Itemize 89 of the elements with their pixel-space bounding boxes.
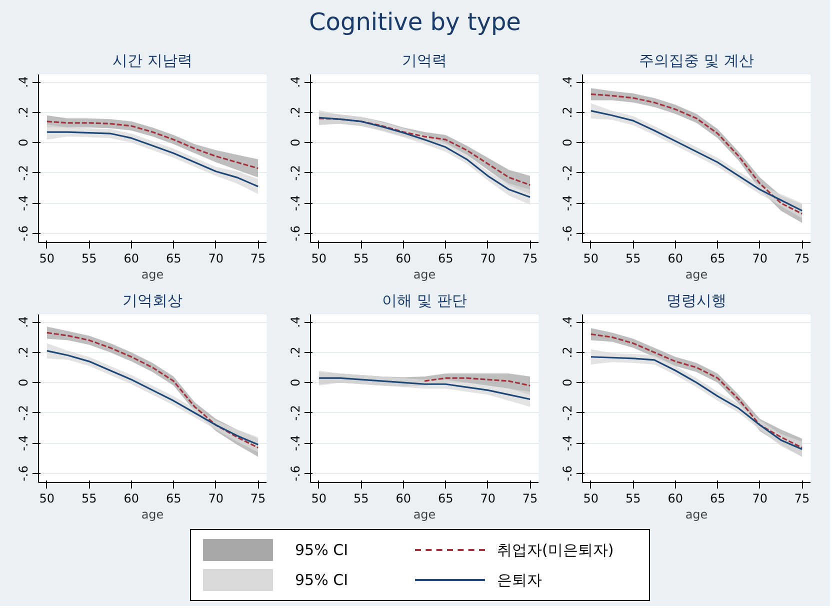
- x-tick-label: 55: [82, 252, 97, 266]
- x-axis-title: age: [413, 508, 436, 522]
- chart-title: 주의집중 및 계산: [639, 52, 754, 70]
- chart-title: 시간 지남력: [112, 52, 192, 70]
- y-tick-label: -.4: [560, 195, 574, 212]
- x-tick-label: 75: [522, 252, 538, 266]
- y-tick-label: .4: [288, 76, 302, 88]
- y-tick-label: .2: [560, 106, 574, 118]
- x-tick-label: 65: [166, 252, 182, 266]
- y-tick-label: .2: [16, 106, 30, 118]
- chart-title: 명령시행: [666, 292, 726, 310]
- y-tick-label: -.6: [288, 466, 302, 482]
- y-tick-label: -.2: [288, 164, 302, 181]
- x-axis-title: age: [141, 268, 164, 282]
- text: 95% CI: [295, 540, 350, 561]
- x-tick-label: 50: [39, 252, 55, 266]
- x-tick-label: 60: [124, 492, 140, 506]
- x-tick-label: 75: [250, 492, 266, 506]
- text: Cognitive by type: [309, 7, 521, 38]
- legend-label: 은퇴자: [497, 570, 542, 591]
- x-tick-label: 50: [39, 492, 55, 506]
- x-tick-label: 75: [794, 252, 810, 266]
- x-tick-label: 70: [480, 492, 496, 506]
- x-tick-label: 65: [166, 492, 182, 506]
- x-tick-label: 75: [794, 492, 810, 506]
- chart-title: 이해 및 판단: [382, 292, 467, 310]
- x-tick-label: 50: [311, 492, 327, 506]
- y-tick-label: .4: [16, 76, 30, 88]
- x-axis-title: age: [685, 268, 708, 282]
- chart-title: 기억력: [402, 52, 447, 70]
- x-tick-label: 75: [250, 252, 266, 266]
- y-tick-label: 0: [16, 138, 30, 146]
- x-tick-label: 50: [583, 252, 599, 266]
- x-axis-title: age: [685, 508, 708, 522]
- y-tick-label: .4: [16, 316, 30, 328]
- y-tick-label: -.2: [288, 404, 302, 421]
- y-tick-label: -.4: [288, 435, 302, 452]
- y-tick-label: .4: [560, 76, 574, 88]
- x-tick-label: 70: [752, 252, 768, 266]
- x-tick-label: 70: [480, 252, 496, 266]
- y-tick-label: -.2: [16, 404, 30, 421]
- x-tick-label: 50: [583, 492, 599, 506]
- y-tick-label: -.6: [16, 466, 30, 482]
- x-tick-label: 70: [208, 492, 224, 506]
- x-tick-label: 75: [522, 492, 538, 506]
- x-tick-label: 60: [668, 252, 684, 266]
- y-tick-label: -.4: [560, 435, 574, 452]
- y-tick-label: .2: [288, 106, 302, 118]
- x-tick-label: 55: [354, 492, 369, 506]
- x-tick-label: 55: [626, 252, 641, 266]
- x-tick-label: 70: [752, 492, 768, 506]
- y-tick-label: -.6: [560, 466, 574, 482]
- x-tick-label: 65: [710, 492, 726, 506]
- y-tick-label: 0: [16, 378, 30, 386]
- y-tick-label: -.2: [16, 164, 30, 181]
- y-tick-label: .4: [288, 316, 302, 328]
- y-tick-label: 0: [560, 138, 574, 146]
- x-axis-title: age: [413, 268, 436, 282]
- x-tick-label: 70: [208, 252, 224, 266]
- x-axis-title: age: [141, 508, 164, 522]
- y-tick-label: -.4: [16, 195, 30, 212]
- x-tick-label: 60: [396, 492, 412, 506]
- text: 95% CI: [295, 570, 350, 591]
- y-tick-label: -.6: [560, 226, 574, 242]
- y-tick-label: -.2: [560, 404, 574, 421]
- y-tick-label: .4: [560, 316, 574, 328]
- y-tick-label: 0: [560, 378, 574, 386]
- y-tick-label: -.2: [560, 164, 574, 181]
- x-tick-label: 55: [82, 492, 97, 506]
- x-tick-label: 65: [438, 492, 454, 506]
- x-tick-label: 65: [438, 252, 454, 266]
- y-tick-label: 0: [288, 378, 302, 386]
- chart-title: 기억회상: [122, 292, 182, 310]
- y-tick-label: .2: [560, 346, 574, 358]
- x-tick-label: 60: [668, 492, 684, 506]
- y-tick-label: -.4: [16, 435, 30, 452]
- x-tick-label: 60: [396, 252, 412, 266]
- y-tick-label: .2: [16, 346, 30, 358]
- x-tick-label: 55: [354, 252, 369, 266]
- y-tick-label: -.4: [288, 195, 302, 212]
- y-tick-label: -.6: [16, 226, 30, 242]
- y-tick-label: -.6: [288, 226, 302, 242]
- x-tick-label: 60: [124, 252, 140, 266]
- y-tick-label: .2: [288, 346, 302, 358]
- x-tick-label: 65: [710, 252, 726, 266]
- x-tick-label: 50: [311, 252, 327, 266]
- x-tick-label: 55: [626, 492, 641, 506]
- legend-label: 취업자(미은퇴자): [497, 540, 614, 561]
- y-tick-label: 0: [288, 138, 302, 146]
